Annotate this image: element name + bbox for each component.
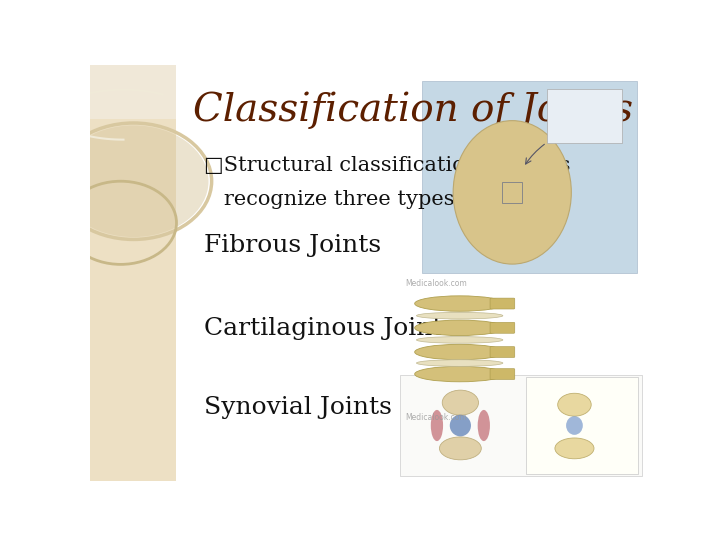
FancyBboxPatch shape (526, 377, 638, 474)
Text: Synovial Joints: Synovial Joints (204, 396, 392, 420)
Ellipse shape (416, 336, 503, 343)
FancyBboxPatch shape (90, 65, 176, 481)
Ellipse shape (415, 366, 505, 382)
Ellipse shape (416, 312, 503, 319)
Ellipse shape (450, 415, 471, 436)
FancyBboxPatch shape (490, 347, 515, 357)
Ellipse shape (442, 390, 479, 415)
Ellipse shape (415, 320, 505, 335)
Ellipse shape (431, 410, 443, 441)
Ellipse shape (439, 437, 481, 460)
Text: Medicalook.com: Medicalook.com (405, 279, 467, 288)
FancyBboxPatch shape (546, 89, 622, 143)
FancyBboxPatch shape (490, 369, 515, 380)
FancyBboxPatch shape (490, 298, 515, 309)
Ellipse shape (555, 438, 594, 459)
Ellipse shape (416, 360, 503, 366)
FancyBboxPatch shape (90, 65, 176, 119)
Ellipse shape (558, 393, 591, 416)
FancyBboxPatch shape (400, 375, 642, 476)
Text: Classification of Joints: Classification of Joints (193, 92, 634, 129)
FancyBboxPatch shape (490, 322, 515, 333)
Ellipse shape (415, 296, 505, 311)
FancyBboxPatch shape (422, 82, 637, 273)
Ellipse shape (566, 416, 582, 435)
Ellipse shape (477, 410, 490, 441)
Text: recognize three types of joints.: recognize three types of joints. (204, 190, 554, 208)
Ellipse shape (415, 345, 505, 360)
Circle shape (58, 125, 209, 237)
Text: Cartilaginous Joints: Cartilaginous Joints (204, 318, 456, 340)
Ellipse shape (453, 120, 571, 264)
Text: □Structural classification of joints: □Structural classification of joints (204, 156, 571, 176)
Text: Fibrous Joints: Fibrous Joints (204, 234, 382, 257)
Text: Medicalook.com: Medicalook.com (405, 414, 467, 422)
